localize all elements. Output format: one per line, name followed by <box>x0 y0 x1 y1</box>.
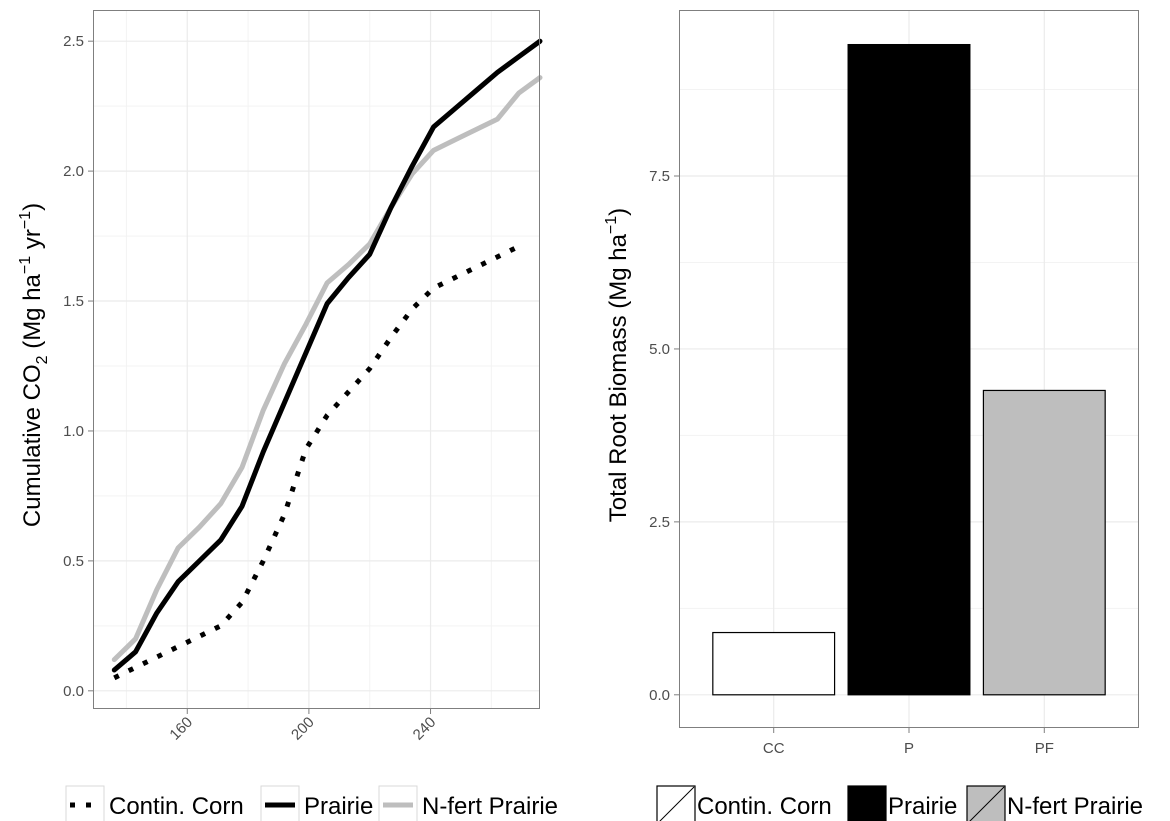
line-chart-y-ticks: 0.0 0.5 1.0 1.5 2.0 2.5 <box>63 33 93 700</box>
line-chart-y-axis-title: Cumulative CO2 (Mg ha−1 yr−1) <box>17 203 51 527</box>
bar-y-title-close: ) <box>605 208 632 216</box>
line-chart-panel-border <box>93 10 540 709</box>
bar-p <box>847 43 971 696</box>
legend-key-diagonal <box>969 786 1005 821</box>
y-tick-label: 5.0 <box>649 341 670 358</box>
line-chart: 0.0 0.5 1.0 1.5 2.0 2.5 160 200 240 Cumulative … <box>17 10 558 821</box>
y-tick-label: 1.0 <box>63 423 84 440</box>
y-tick-label: 0.0 <box>649 687 670 704</box>
legend-label: Prairie <box>304 793 373 820</box>
bar-chart-panel-border <box>679 10 1139 728</box>
y-tick-label: 1.5 <box>63 293 84 310</box>
bar-chart-y-ticks: 0.0 2.5 5.0 7.5 <box>649 168 679 704</box>
y-title-superscript-1: −1 <box>17 256 34 274</box>
line-chart-panel <box>93 10 540 709</box>
bar-chart-legend: Contin. Corn Prairie N-fert Prairie <box>656 785 1143 821</box>
y-title-close: ) <box>19 203 46 211</box>
bar-cc <box>712 631 836 696</box>
legend-key-diagonal <box>850 786 886 821</box>
y-title-superscript-2: −1 <box>17 211 34 229</box>
legend-label: Contin. Corn <box>109 793 244 820</box>
x-tick-label: 160 <box>166 714 196 744</box>
x-tick-label: 200 <box>288 714 318 744</box>
x-tick-label: 240 <box>410 714 440 744</box>
bar-chart-bars <box>712 43 1106 696</box>
legend-label: Contin. Corn <box>697 793 832 820</box>
y-title-unit-open: (Mg ha <box>19 273 46 355</box>
y-tick-label: 2.0 <box>63 163 84 180</box>
y-title-subscript: 2 <box>34 355 51 364</box>
bar-chart-y-axis-title: Total Root Biomass (Mg ha−1) <box>603 208 632 522</box>
series-line-contin-corn <box>113 244 520 681</box>
legend-label: Prairie <box>888 793 957 820</box>
y-title-prefix: Cumulative CO <box>19 364 46 527</box>
y-tick-label: 0.5 <box>63 553 84 570</box>
legend-key-diagonal <box>659 786 695 821</box>
line-chart-series <box>111 38 543 681</box>
line-chart-legend: Contin. Corn Prairie N-fert Prairie <box>65 785 558 821</box>
series-line-prairie <box>111 38 543 673</box>
y-tick-label: 2.5 <box>63 33 84 50</box>
bar-pf <box>982 389 1106 696</box>
legend-label: N-fert Prairie <box>422 793 558 820</box>
legend-label: N-fert Prairie <box>1007 793 1143 820</box>
bar-y-title-prefix: Total Root Biomass (Mg ha <box>605 233 632 522</box>
y-tick-label: 7.5 <box>649 168 670 185</box>
x-tick-label: PF <box>1035 740 1054 757</box>
bar-chart-x-ticks: CC P PF <box>763 728 1054 757</box>
line-chart-gridlines <box>93 10 540 709</box>
bar-y-title-superscript: −1 <box>603 216 620 234</box>
bar-chart: 0.0 2.5 5.0 7.5 CC P PF Total Root Biomass (M… <box>603 10 1143 821</box>
legend-key-box <box>65 785 105 821</box>
y-tick-label: 2.5 <box>649 514 670 531</box>
y-title-mid: yr <box>19 229 46 256</box>
line-chart-x-ticks: 160 200 240 <box>166 709 439 744</box>
y-tick-label: 0.0 <box>63 683 84 700</box>
x-tick-label: CC <box>763 740 785 757</box>
series-line-n-fert-prairie <box>111 75 543 663</box>
x-tick-label: P <box>904 740 914 757</box>
